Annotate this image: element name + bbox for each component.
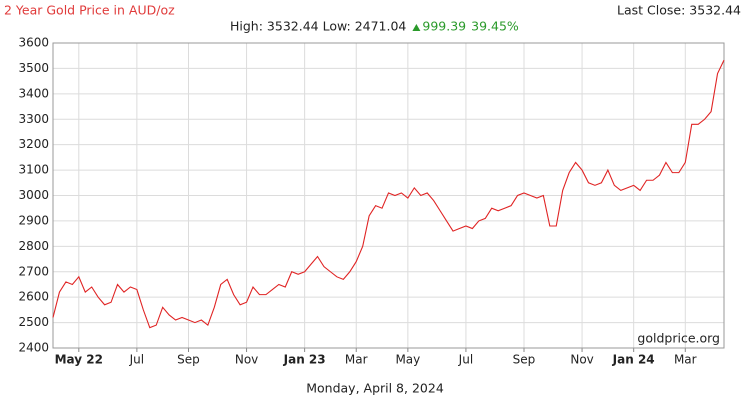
plot-border (52, 42, 725, 349)
y-tick-label: 2600 (18, 290, 49, 304)
last-close: Last Close: 3532.44 (617, 3, 741, 18)
up-arrow (412, 24, 421, 31)
change-percent: 39.45% (471, 19, 519, 34)
y-tick-label: 3600 (18, 36, 49, 50)
high-low: High: 3532.44 Low: 2471.04 (230, 19, 406, 34)
y-tick-label: 2500 (18, 315, 49, 329)
x-tick-label: Jan 24 (612, 353, 655, 367)
x-tick-label: May 22 (55, 353, 103, 367)
y-tick-label: 2400 (18, 341, 49, 355)
y-tick-label: 2900 (18, 213, 49, 227)
y-tick-label: 3000 (18, 188, 49, 202)
x-tick-label: Nov (570, 353, 593, 367)
y-tick-label: 2700 (18, 264, 49, 278)
change: 999.39 (422, 19, 466, 34)
chart-title: 2 Year Gold Price in AUD/oz (4, 3, 175, 18)
x-tick-label: Mar (345, 353, 368, 367)
y-tick-label: 3300 (18, 112, 49, 126)
price-line (52, 59, 725, 329)
x-tick-label: Sep (513, 353, 536, 367)
source: goldprice.org (637, 331, 720, 346)
y-tick-label: 3500 (18, 61, 49, 75)
y-tick-label: 3200 (18, 137, 49, 151)
x-tick-label: Mar (674, 353, 697, 367)
x-tick-label: May (395, 353, 420, 367)
y-tick-label: 3400 (18, 86, 49, 100)
y-tick-label: 3100 (18, 163, 49, 177)
x-tick-label: Sep (177, 353, 200, 367)
x-tick-label: Jul (458, 353, 473, 367)
date: Monday, April 8, 2024 (306, 381, 444, 396)
x-tick-label: Jan 23 (283, 353, 326, 367)
x-tick-label: Nov (235, 353, 258, 367)
y-tick-label: 2800 (18, 239, 49, 253)
x-tick-label: Jul (129, 353, 144, 367)
